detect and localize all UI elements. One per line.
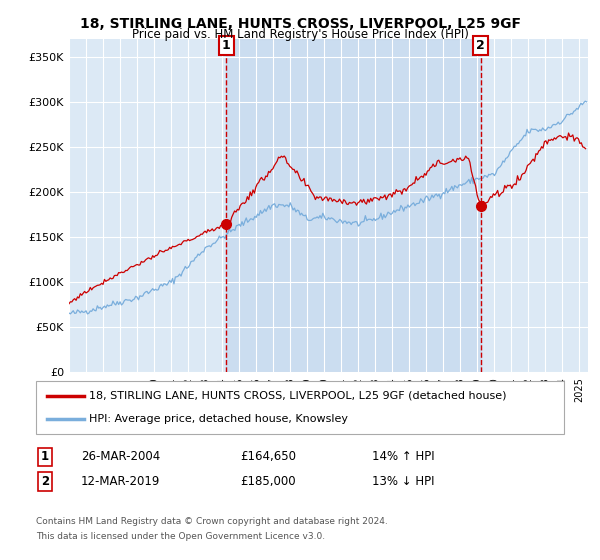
Text: This data is licensed under the Open Government Licence v3.0.: This data is licensed under the Open Gov… <box>36 532 325 541</box>
Text: £164,650: £164,650 <box>240 450 296 464</box>
Text: £185,000: £185,000 <box>240 475 296 488</box>
Text: 1: 1 <box>221 39 230 52</box>
Bar <box>226 39 481 372</box>
FancyBboxPatch shape <box>36 381 564 434</box>
Text: 2: 2 <box>41 475 49 488</box>
Text: 2: 2 <box>476 39 485 52</box>
Text: 1: 1 <box>41 450 49 464</box>
Text: 18, STIRLING LANE, HUNTS CROSS, LIVERPOOL, L25 9GF: 18, STIRLING LANE, HUNTS CROSS, LIVERPOO… <box>79 17 521 31</box>
Text: 14% ↑ HPI: 14% ↑ HPI <box>372 450 434 464</box>
Text: 18, STIRLING LANE, HUNTS CROSS, LIVERPOOL, L25 9GF (detached house): 18, STIRLING LANE, HUNTS CROSS, LIVERPOO… <box>89 391 506 401</box>
Text: Price paid vs. HM Land Registry's House Price Index (HPI): Price paid vs. HM Land Registry's House … <box>131 28 469 41</box>
Text: Contains HM Land Registry data © Crown copyright and database right 2024.: Contains HM Land Registry data © Crown c… <box>36 517 388 526</box>
Text: 26-MAR-2004: 26-MAR-2004 <box>81 450 160 464</box>
Text: 12-MAR-2019: 12-MAR-2019 <box>81 475 160 488</box>
Text: HPI: Average price, detached house, Knowsley: HPI: Average price, detached house, Know… <box>89 414 348 424</box>
Text: 13% ↓ HPI: 13% ↓ HPI <box>372 475 434 488</box>
